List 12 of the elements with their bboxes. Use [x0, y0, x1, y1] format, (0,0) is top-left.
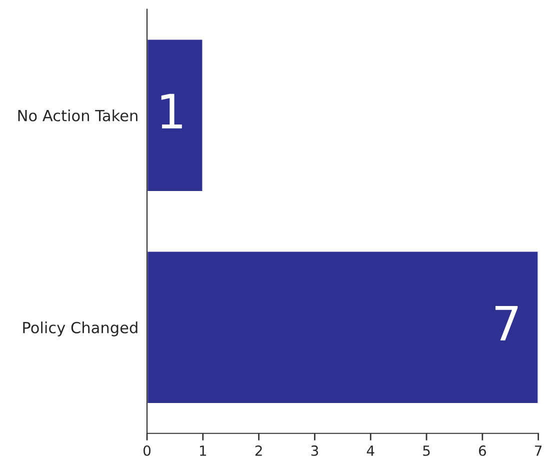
y-tick-label: No Action Taken: [18, 110, 138, 122]
x-tick-label: 3: [311, 445, 318, 456]
x-tick-label: 5: [423, 446, 430, 456]
x-tick-label: 7: [535, 446, 542, 456]
x-tick-label: 0: [144, 445, 151, 456]
data-label: 7: [495, 306, 518, 340]
x-tick-label: 4: [366, 446, 374, 456]
x-tick-label: 6: [478, 445, 486, 456]
data-label: 1: [161, 94, 182, 128]
x-tick-label: 1: [200, 446, 206, 456]
y-tick-label: Policy Changed: [23, 322, 138, 336]
x-tick-label: 2: [255, 445, 262, 456]
